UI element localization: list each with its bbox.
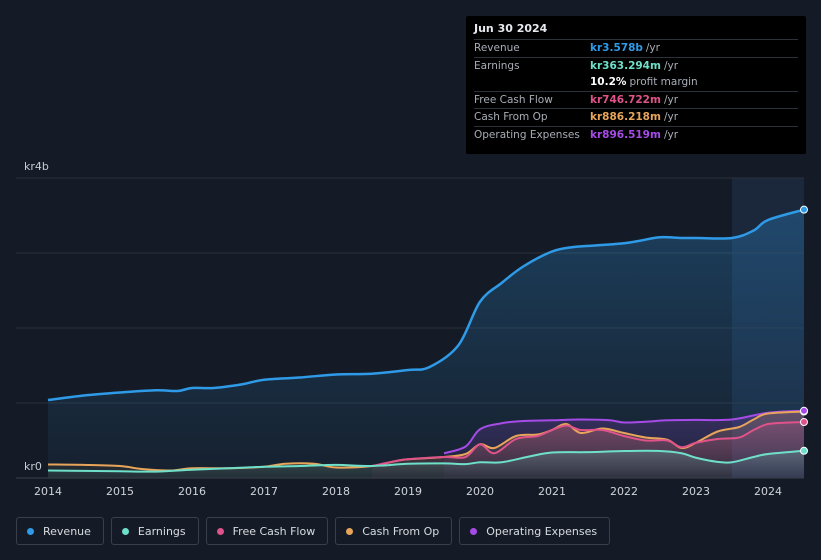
series-end-point — [800, 418, 808, 427]
legend-dot-icon — [470, 527, 478, 535]
x-tick-label: 2020 — [466, 485, 494, 498]
x-tick-label: 2022 — [610, 485, 638, 498]
tooltip-row-value: kr746.722m — [590, 93, 661, 106]
tooltip-row-value: kr363.294m — [590, 59, 661, 72]
tooltip-row-unit: /yr — [663, 111, 679, 124]
series-end-point — [800, 205, 808, 214]
x-tick-label: 2017 — [250, 485, 278, 498]
x-tick-label: 2015 — [106, 485, 134, 498]
series-area-revenue — [48, 209, 804, 478]
legend-label: Operating Expenses — [486, 524, 598, 538]
tooltip-row-unit: profit margin — [629, 76, 698, 89]
series-line-revenue — [47, 208, 805, 402]
x-tick-label: 2016 — [178, 485, 206, 498]
tooltip-row-value: 10.2% — [590, 76, 627, 89]
series-end-point — [800, 446, 808, 455]
tooltip-date: Jun 30 2024 — [474, 22, 548, 35]
tooltip-row-unit: /yr — [663, 59, 679, 72]
series-end-point — [800, 406, 808, 415]
tooltip-row: Revenue kr3.578b/yr — [474, 39, 798, 57]
tooltip-row-value: kr896.519m — [590, 128, 661, 141]
x-tick-label: 2024 — [754, 485, 782, 498]
legend-item-operating-expenses[interactable]: Operating Expenses — [459, 517, 611, 545]
legend-item-revenue[interactable]: Revenue — [16, 517, 104, 545]
legend-label: Cash From Op — [362, 524, 440, 538]
x-tick-label: 2023 — [682, 485, 710, 498]
tooltip-row: Earnings kr363.294m/yr — [474, 56, 798, 75]
tooltip-rows: Revenue kr3.578b/yr Earnings kr363.294m/yr 1… — [474, 39, 798, 143]
x-tick-label: 2018 — [322, 485, 350, 498]
tooltip: Jun 30 2024 Revenue kr3.578b/yr Earnings kr… — [466, 16, 806, 154]
legend: Revenue Earnings Free Cash Flow Cash From O… — [16, 517, 611, 545]
x-tick-label: 2019 — [394, 485, 422, 498]
legend-dot-icon — [121, 527, 129, 535]
tooltip-row-label: Cash From Op — [474, 111, 548, 124]
legend-item-earnings[interactable]: Earnings — [110, 517, 199, 545]
tooltip-row-value: kr886.218m — [590, 111, 661, 124]
legend-item-cash-from-op[interactable]: Cash From Op — [335, 517, 453, 545]
tooltip-row-label: Earnings — [474, 59, 520, 72]
series-line-earnings — [47, 449, 805, 473]
legend-dot-icon — [346, 527, 354, 535]
tooltip-row-label: Operating Expenses — [474, 128, 580, 141]
series-line-operating-expenses — [443, 409, 805, 455]
series-area-earnings — [48, 450, 804, 478]
tooltip-row-unit: /yr — [663, 93, 679, 106]
legend-label: Free Cash Flow — [232, 524, 316, 538]
legend-item-free-cash-flow[interactable]: Free Cash Flow — [205, 517, 329, 545]
tooltip-row-label: Revenue — [474, 42, 520, 55]
tooltip-row: Cash From Op kr886.218m/yr — [474, 108, 798, 126]
legend-dot-icon — [216, 527, 224, 535]
legend-label: Earnings — [137, 524, 186, 538]
legend-dot-icon — [27, 527, 34, 535]
x-tick-label: 2014 — [34, 485, 62, 498]
tooltip-row: 10.2% profit margin — [474, 74, 798, 91]
tooltip-row-unit: /yr — [663, 128, 679, 141]
tooltip-row-value: kr3.578b — [590, 42, 643, 55]
tooltip-row-label: Free Cash Flow — [474, 93, 553, 106]
x-tick-label: 2021 — [538, 485, 566, 498]
tooltip-row: Free Cash Flow kr746.722m/yr — [474, 90, 798, 109]
tooltip-row: Operating Expenses kr896.519m/yr — [474, 125, 798, 144]
legend-label: Revenue — [43, 524, 91, 538]
series-line-free-cash-flow — [371, 421, 805, 467]
y-axis-top-label: kr4b — [24, 160, 49, 173]
tooltip-row-unit: /yr — [645, 42, 660, 55]
y-axis-bottom-label: kr0 — [24, 460, 42, 473]
